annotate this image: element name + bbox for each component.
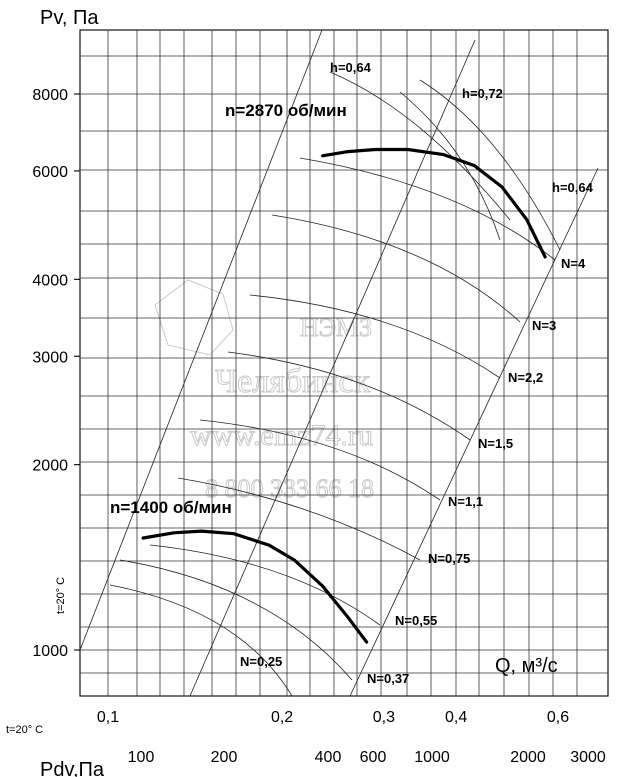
watermark-text: Челябинск <box>215 363 371 400</box>
x-tick-label: 0,4 <box>445 709 467 726</box>
pdv-tick-label: 200 <box>211 749 238 766</box>
watermark-text: www.emz74.ru <box>190 419 373 452</box>
power-label: N=1,1 <box>448 494 483 509</box>
power-curve <box>227 351 471 441</box>
system-characteristic-line <box>189 39 476 697</box>
pdv-tick-label: 3000 <box>570 749 606 766</box>
power-label: N=3 <box>532 318 556 333</box>
power-curve <box>249 294 501 379</box>
efficiency-curve <box>329 71 511 221</box>
watermark: НЭМЗ Челябинск www.emz74.ru 8 800 333 66 18 <box>154 279 375 504</box>
speed-label-1400: n=1400 об/мин <box>110 498 232 517</box>
y-tick-label: 1000 <box>32 643 68 660</box>
power-label: N=1,5 <box>478 436 513 451</box>
y-tick-label: 3000 <box>32 349 68 366</box>
y-tick-label: 4000 <box>32 272 68 289</box>
chart-grid <box>74 29 609 697</box>
power-curve <box>199 419 441 501</box>
power-label: N=2,2 <box>508 370 543 385</box>
chart-aux-lines <box>79 29 599 697</box>
pdv-axis-title: Pdv,Па <box>40 759 105 777</box>
temperature-label: t=20° C <box>6 724 43 736</box>
x-tick-label: 0,2 <box>271 709 293 726</box>
efficiency-curve <box>419 79 561 251</box>
x-tick-label: 0,6 <box>547 709 569 726</box>
y-tick-label: 6000 <box>32 164 68 181</box>
power-label: N=0,25 <box>240 654 282 669</box>
series-line-1 <box>321 147 547 259</box>
chart-labels: 1000 2000 3000 4000 6000 8000 0,1 0,2 0,3 0,4 0,6 1… <box>6 7 606 777</box>
plot-frame <box>79 29 609 697</box>
power-curve <box>109 584 293 697</box>
system-characteristic-line <box>349 167 599 697</box>
pdv-tick-label: 600 <box>360 749 387 766</box>
pdv-tick-label: 2000 <box>510 749 546 766</box>
y-axis-title: Pv, Па <box>40 7 99 29</box>
power-label: N=4 <box>561 256 586 271</box>
power-label: N=0,75 <box>428 551 470 566</box>
pdv-tick-label: 400 <box>315 749 342 766</box>
chart-series <box>141 147 547 644</box>
power-label: N=0,37 <box>367 671 409 686</box>
efficiency-label: h=0,64 <box>330 60 372 75</box>
y-tick-label: 8000 <box>32 87 68 104</box>
efficiency-label: h=0,64 <box>552 180 594 195</box>
power-curve <box>149 544 381 626</box>
efficiency-label: h=0,72 <box>462 86 503 101</box>
x-tick-label: 0,3 <box>373 709 395 726</box>
x-tick-label: 0,1 <box>97 709 119 726</box>
power-curve <box>299 157 556 261</box>
power-curve <box>271 214 521 323</box>
watermark-emblem <box>154 279 234 356</box>
x-axis-title: Q, м³/с <box>495 655 558 677</box>
y-tick-label: 2000 <box>32 458 68 475</box>
power-curve <box>119 559 353 681</box>
power-curve <box>177 477 421 561</box>
series-line-2 <box>141 529 369 644</box>
power-label: N=0,55 <box>395 613 437 628</box>
efficiency-curve <box>399 91 501 241</box>
system-characteristic-line <box>79 29 323 651</box>
temperature-label-vertical: t=20° C <box>55 577 67 614</box>
watermark-text: 8 800 333 66 18 <box>205 474 374 503</box>
watermark-text: НЭМЗ <box>300 313 372 342</box>
pdv-tick-label: 100 <box>128 749 155 766</box>
pdv-tick-label: 1000 <box>414 749 450 766</box>
speed-label-2870: n=2870 об/мин <box>225 101 347 120</box>
